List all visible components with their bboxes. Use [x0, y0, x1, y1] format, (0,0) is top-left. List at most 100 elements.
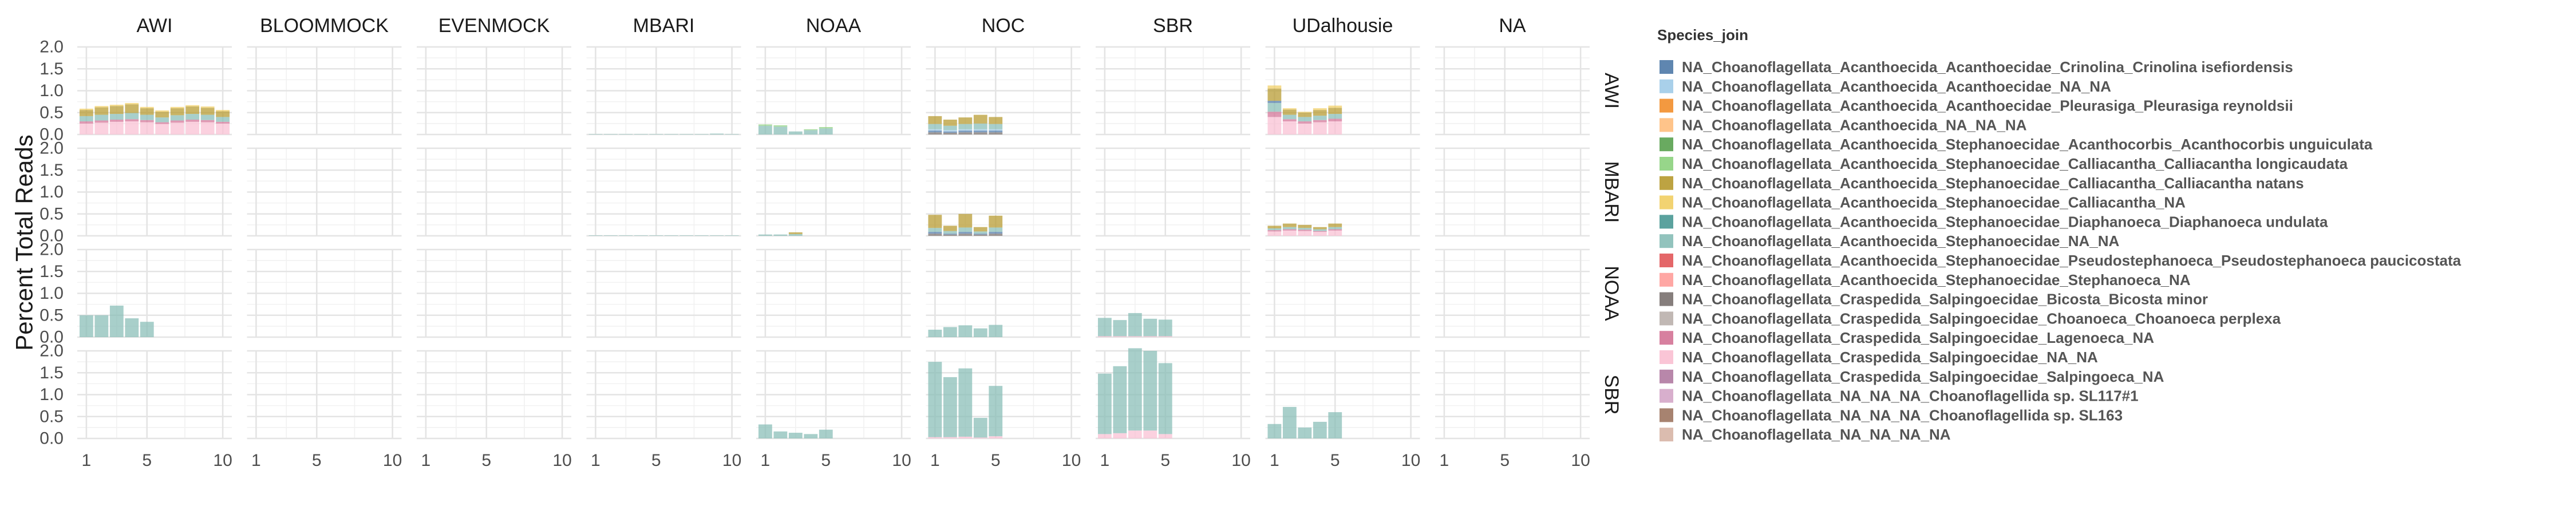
bar-segment	[1097, 434, 1112, 438]
x-tick-label: 5	[1330, 451, 1340, 470]
facet-panel-SBR-EVENMOCK	[417, 350, 571, 440]
x-tick-label: 1	[1100, 451, 1110, 470]
stacked-bar	[773, 234, 788, 236]
facet-panel-MBARI-BLOOMMOCK	[247, 147, 402, 237]
legend-label: NA_Choanoflagellata_Acanthoecida_Stephan…	[1682, 252, 2462, 269]
facet-panel-MBARI-SBR	[1096, 147, 1250, 237]
bars-NOAA-NOC	[928, 325, 1003, 337]
facet-panel-NOAA-NOC	[926, 248, 1081, 338]
bars-AWI-NOAA	[758, 124, 833, 135]
column-strip-label: SBR	[1153, 15, 1193, 37]
legend-label: NA_Choanoflagellata_Craspedida_Salpingoe…	[1682, 368, 2164, 385]
stacked-bar	[958, 325, 973, 337]
bar-segment	[788, 131, 803, 135]
bar-segment	[185, 121, 200, 135]
bar-segment	[973, 123, 987, 129]
stacked-bar	[694, 134, 709, 135]
bar-segment	[1113, 336, 1127, 337]
bar-segment	[1158, 336, 1172, 337]
stacked-bar	[1143, 318, 1157, 337]
bar-segment	[1313, 120, 1327, 122]
bar-segment	[1282, 119, 1297, 122]
stacked-bar	[804, 129, 818, 135]
legend-swatch	[1660, 254, 1673, 267]
x-tick-label: 10	[892, 451, 911, 470]
stacked-bar	[804, 434, 818, 438]
x-tick-label: 10	[213, 451, 232, 470]
x-tick-label: 1	[930, 451, 940, 470]
stacked-bar	[1328, 105, 1342, 135]
stacked-bar	[109, 305, 124, 337]
x-tick-label: 10	[1401, 451, 1420, 470]
row-strip-labels: AWI MBARI NOAA SBR	[1601, 73, 1622, 414]
bar-segment	[928, 234, 942, 236]
legend-title: Species_join	[1657, 26, 1748, 44]
bar-segment	[140, 322, 154, 337]
bars-NOAA-SBR	[1097, 313, 1172, 337]
x-tick-label: 5	[991, 451, 1001, 470]
bar-segment	[1128, 348, 1142, 431]
stacked-bar	[694, 235, 709, 236]
stacked-bar	[634, 235, 648, 236]
bar-segment	[989, 386, 1003, 437]
legend-swatch	[1660, 98, 1673, 113]
stacked-bar	[1097, 318, 1112, 337]
y-axis-title: Percent Total Reads	[11, 135, 38, 350]
y-tick-label: 0.5	[39, 407, 64, 426]
legend-swatch	[1660, 369, 1673, 383]
stacked-bar	[1113, 366, 1127, 438]
facet-panel-MBARI-AWI	[77, 147, 232, 237]
x-tick-label: 5	[142, 451, 152, 470]
column-strip-label: MBARI	[633, 15, 695, 37]
bar-segment	[1313, 231, 1327, 232]
column-strip-label: BLOOMMOCK	[260, 15, 389, 37]
stacked-bar	[725, 235, 739, 236]
y-tick-label: 2.0	[39, 38, 64, 57]
bar-segment	[94, 107, 109, 115]
column-strip-label: NOC	[982, 15, 1025, 37]
row-strip-label: SBR	[1601, 375, 1622, 415]
legend-swatch	[1660, 272, 1673, 287]
stacked-bar	[943, 119, 957, 135]
bar-segment	[928, 131, 942, 133]
legend-label: NA_Choanoflagellata_Acanthoecida_Stephan…	[1682, 232, 2120, 250]
legend-label: NA_Choanoflagellata_Acanthoecida_Stephan…	[1682, 155, 2348, 172]
bar-segment	[1328, 223, 1342, 227]
bar-segment	[170, 106, 184, 109]
bar-segment	[989, 232, 1003, 234]
facet-panel-NOAA-UDalhousie	[1265, 248, 1420, 338]
bar-segment	[155, 112, 169, 118]
stacked-bar	[788, 131, 803, 135]
stacked-bar	[773, 431, 788, 438]
facet-panel-MBARI-UDalhousie	[1265, 147, 1420, 237]
bar-segment	[1298, 427, 1312, 438]
bar-segment	[758, 125, 772, 135]
bar-segment	[1128, 313, 1142, 337]
bar-segment	[1328, 108, 1342, 114]
bars-SBR-UDalhousie	[1267, 406, 1342, 438]
bar-segment	[943, 234, 957, 236]
stacked-bar	[710, 235, 724, 236]
bars-AWI-MBARI	[588, 133, 739, 135]
stacked-bar	[125, 318, 139, 337]
x-tick-label: 1	[761, 451, 771, 470]
bar-segment	[989, 117, 1003, 124]
stacked-bar	[943, 327, 957, 337]
bar-segment	[819, 126, 833, 129]
bar-segment	[804, 129, 818, 131]
stacked-bar	[758, 124, 772, 135]
legend-swatch	[1660, 408, 1673, 422]
bar-segment	[819, 128, 833, 135]
legend-swatch	[1660, 311, 1673, 326]
bar-segment	[973, 132, 987, 135]
bar-segment	[928, 362, 942, 437]
bar-segment	[958, 124, 973, 129]
stacked-bar	[958, 213, 973, 236]
stacked-bar	[773, 125, 788, 135]
stacked-bar	[928, 215, 942, 236]
stacked-bar	[989, 386, 1003, 438]
bar-segment	[634, 134, 648, 135]
legend-item: NA_Choanoflagellata_Acanthoecida_Stephan…	[1660, 252, 2462, 269]
bar-segment	[1143, 336, 1157, 337]
bar-segment	[1158, 319, 1172, 337]
